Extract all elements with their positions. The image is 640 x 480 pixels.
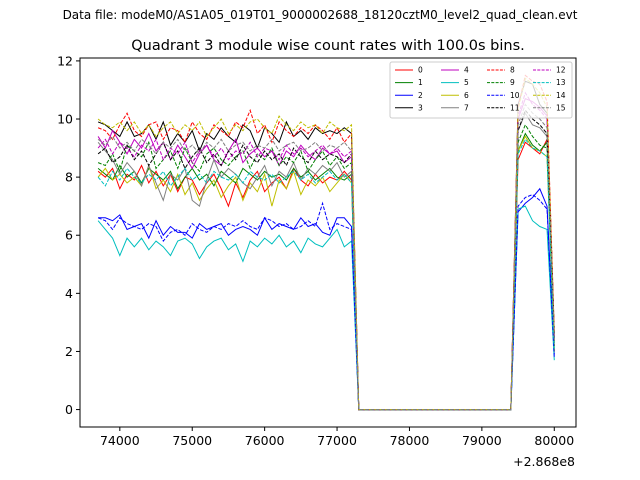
series-line-8 — [97, 74, 555, 411]
legend-label-6: 6 — [464, 91, 469, 100]
plot-frame — [79, 57, 577, 428]
x-tick-label: 80000 — [534, 433, 574, 448]
legend-label-1: 1 — [418, 78, 423, 87]
x-axis: 74000 75000 76000 77000 78000 79000 80000 — [100, 427, 574, 448]
legend-label-8: 8 — [510, 66, 515, 75]
legend-label-11: 11 — [510, 103, 520, 112]
legend-label-12: 12 — [556, 66, 566, 75]
x-tick-label: 79000 — [462, 433, 502, 448]
series-line-15 — [97, 103, 555, 411]
y-tick-label: 0 — [65, 402, 73, 417]
legend-label-7: 7 — [464, 103, 469, 112]
x-tick-label: 74000 — [100, 433, 140, 448]
y-tick-label: 4 — [65, 286, 73, 301]
legend-label-9: 9 — [510, 78, 515, 87]
legend-label-4: 4 — [464, 66, 469, 75]
legend-label-2: 2 — [418, 91, 423, 100]
legend-label-13: 13 — [556, 78, 566, 87]
x-tick-label: 76000 — [245, 433, 285, 448]
chart-title: Quadrant 3 module wise count rates with … — [131, 38, 525, 54]
legend-label-14: 14 — [556, 91, 566, 100]
legend-label-0: 0 — [418, 66, 423, 75]
legend-label-3: 3 — [418, 103, 423, 112]
legend-label-15: 15 — [556, 103, 566, 112]
y-tick-label: 8 — [65, 170, 73, 185]
y-axis: 0 2 4 6 8 10 12 — [57, 53, 80, 417]
legend-box — [389, 61, 573, 119]
y-tick-label: 6 — [65, 228, 73, 243]
x-offset-label: +2.868e8 — [513, 454, 575, 469]
y-tick-label: 12 — [57, 53, 73, 68]
legend-label-10: 10 — [510, 91, 520, 100]
series-line-10 — [97, 193, 555, 411]
y-tick-label: 2 — [65, 344, 73, 359]
plot-lines — [97, 74, 555, 411]
x-tick-label: 78000 — [390, 433, 430, 448]
x-tick-label: 75000 — [172, 433, 212, 448]
y-tick-label: 10 — [57, 112, 73, 127]
legend-label-5: 5 — [464, 78, 469, 87]
x-tick-label: 77000 — [317, 433, 357, 448]
figure-suptitle: Data file: modeM0/AS1A05_019T01_90000026… — [63, 8, 578, 22]
